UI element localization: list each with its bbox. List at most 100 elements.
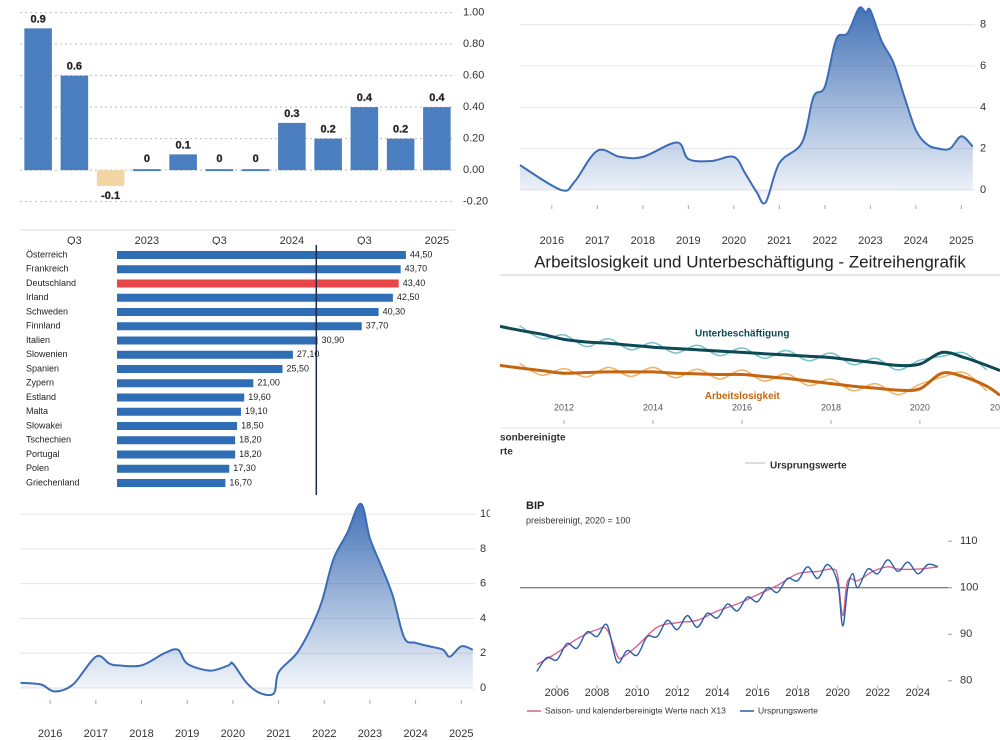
bar bbox=[24, 28, 52, 171]
data-label: 0.2 bbox=[393, 124, 408, 136]
series-label: Unterbeschäftigung bbox=[695, 328, 789, 339]
category-label: Malta bbox=[26, 406, 48, 416]
x-tick-label: 2016 bbox=[732, 402, 752, 412]
x-tick-label: 2020 bbox=[910, 402, 930, 412]
x-tick-label: 2018 bbox=[785, 687, 809, 699]
y-tick-label: 4 bbox=[980, 101, 986, 113]
line bbox=[500, 363, 1000, 397]
y-tick-label: 6 bbox=[980, 60, 986, 72]
line bbox=[500, 324, 1000, 372]
x-tick-label: Q3 bbox=[212, 235, 227, 247]
y-tick-label: 90 bbox=[960, 628, 972, 640]
data-label: 18,50 bbox=[241, 420, 264, 430]
legend-label: rte bbox=[500, 447, 513, 458]
legend-label: Ursprungswerte bbox=[758, 705, 818, 715]
bar bbox=[117, 308, 379, 316]
data-label: 0.4 bbox=[429, 92, 445, 104]
chart-panel: 0 2 4 6 8 2016 2017 2018 2019 2020 2021 2022 2023 202… bbox=[519, 6, 986, 247]
x-tick-label: 2016 bbox=[745, 687, 769, 699]
bar bbox=[386, 138, 415, 171]
x-tick-label: 2024 bbox=[403, 728, 427, 740]
y-tick-label: 0.60 bbox=[463, 70, 484, 82]
line bbox=[519, 6, 974, 205]
bar bbox=[205, 169, 234, 172]
x-tick-label: 2025 bbox=[449, 728, 473, 740]
data-label: 44,50 bbox=[410, 249, 433, 259]
x-tick-label: Q3 bbox=[357, 235, 372, 247]
data-label: 21,00 bbox=[257, 378, 280, 388]
x-tick-label: 2019 bbox=[175, 728, 199, 740]
chart-subtitle: preisbereinigt, 2020 = 100 bbox=[526, 515, 630, 525]
y-tick-label: 0.80 bbox=[463, 38, 484, 50]
bar bbox=[96, 170, 125, 186]
x-tick-label: 2023 bbox=[135, 235, 159, 247]
x-tick-label: 2006 bbox=[545, 687, 569, 699]
data-label: 43,70 bbox=[405, 264, 428, 274]
bar bbox=[117, 251, 406, 259]
bar bbox=[278, 122, 306, 171]
y-tick-label: 8 bbox=[980, 19, 986, 31]
category-label: Deutschland bbox=[26, 278, 76, 288]
category-label: Slowakei bbox=[26, 420, 62, 430]
area-fill bbox=[520, 7, 973, 204]
y-tick-label: 1.00 bbox=[463, 7, 484, 19]
x-tick-label: 2014 bbox=[705, 687, 729, 699]
line bbox=[20, 502, 474, 697]
y-tick-label: -0.20 bbox=[463, 196, 488, 208]
x-tick-label: 2012 bbox=[665, 687, 689, 699]
data-label: 0.6 bbox=[67, 61, 82, 73]
y-tick-label: 0.40 bbox=[463, 101, 484, 113]
bar bbox=[133, 169, 161, 172]
x-tick-label: 2024 bbox=[904, 235, 928, 247]
x-tick-label: 2025 bbox=[425, 235, 449, 247]
x-tick-label: 2012 bbox=[554, 402, 574, 412]
data-label: 0.4 bbox=[357, 92, 373, 104]
x-tick-label: 2016 bbox=[540, 235, 564, 247]
x-tick-label: 2021 bbox=[767, 235, 791, 247]
legend-label: Saison- und kalenderbereinigte Werte nac… bbox=[545, 705, 726, 715]
category-label: Österreich bbox=[26, 249, 68, 259]
y-tick-label: 8 bbox=[480, 543, 486, 555]
chart-panel: Österreich 44,50 Frankreich 43,70 Deutschlan… bbox=[26, 245, 432, 495]
data-label: 0.1 bbox=[175, 139, 190, 151]
data-label: 37,70 bbox=[366, 321, 389, 331]
data-label: 30,90 bbox=[322, 335, 345, 345]
data-label: 0 bbox=[144, 153, 150, 165]
x-tick-label: 2018 bbox=[129, 728, 153, 740]
data-label: 42,50 bbox=[397, 292, 420, 302]
data-label: 0.3 bbox=[284, 108, 299, 120]
category-label: Estland bbox=[26, 392, 56, 402]
bar bbox=[117, 279, 399, 288]
y-tick-label: 110 bbox=[960, 535, 978, 547]
bar bbox=[117, 422, 238, 430]
bar bbox=[117, 322, 362, 331]
category-label: Irland bbox=[26, 292, 49, 302]
x-tick-label: 2018 bbox=[821, 402, 841, 412]
series-label: Arbeitslosigkeit bbox=[705, 391, 781, 402]
x-tick-label: 2010 bbox=[625, 687, 649, 699]
x-tick-label: 2017 bbox=[585, 235, 609, 247]
x-tick-label: 2022 bbox=[866, 687, 890, 699]
y-tick-label: 0 bbox=[480, 682, 486, 694]
chart-title: BIP bbox=[526, 500, 544, 512]
data-label: 18,20 bbox=[239, 449, 262, 459]
category-label: Portugal bbox=[26, 449, 60, 459]
bar bbox=[169, 154, 197, 171]
x-tick-label: 2019 bbox=[676, 235, 700, 247]
bar bbox=[117, 479, 226, 487]
bar bbox=[117, 265, 401, 274]
y-tick-label: 100 bbox=[960, 582, 978, 594]
chart-title: Arbeitslosigkeit und Unterbeschäftigung … bbox=[534, 252, 966, 271]
data-label: 19,60 bbox=[248, 392, 271, 402]
bar bbox=[117, 464, 230, 473]
y-tick-label: 10 bbox=[480, 508, 492, 520]
legend-label: sonbereinigte bbox=[500, 433, 566, 444]
bar bbox=[117, 365, 283, 373]
data-label: 17,30 bbox=[233, 463, 256, 473]
data-label: 0 bbox=[216, 153, 222, 165]
bar bbox=[241, 169, 270, 172]
category-label: Frankreich bbox=[26, 264, 69, 274]
category-label: Zypern bbox=[26, 378, 54, 388]
line bbox=[536, 559, 939, 672]
bar bbox=[117, 379, 254, 388]
